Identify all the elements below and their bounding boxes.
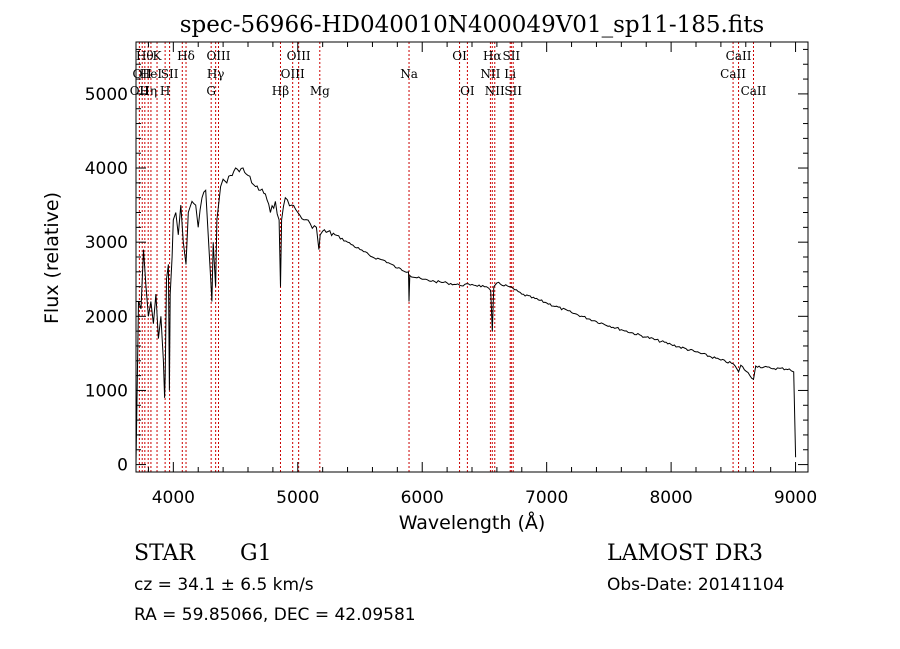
line-label: SII (504, 84, 522, 98)
x-tick-label: 9000 (774, 488, 817, 508)
y-tick-label: 0 (117, 456, 128, 476)
object-subclass: G1 (240, 541, 272, 566)
line-label: NII (485, 84, 505, 98)
line-markers (138, 42, 754, 472)
line-label: OII (130, 84, 150, 98)
spectrum-line (135, 167, 797, 465)
line-label: OIII (287, 49, 311, 63)
y-axis-label: Flux (relative) (41, 192, 63, 324)
x-tick-label: 8000 (649, 488, 692, 508)
x-tick-label: 5000 (276, 488, 319, 508)
x-axis: 4000 5000 6000 7000 8000 9000 (147, 42, 817, 508)
line-label: Na (400, 67, 418, 81)
y-axis: 0 1000 2000 3000 4000 5000 (85, 48, 808, 476)
line-label: OIII (281, 67, 305, 81)
redshift-text: cz = 34.1 ± 6.5 km/s (134, 575, 314, 595)
x-tick-label: 4000 (152, 488, 195, 508)
x-tick-label: 6000 (401, 488, 444, 508)
x-tick-label: 7000 (525, 488, 568, 508)
y-tick-label: 5000 (85, 85, 128, 105)
obs-date: Obs-Date: 20141104 (607, 575, 784, 595)
line-label: Hβ (272, 84, 289, 98)
line-labels: OII OII Hθ Hη HeI K H SII Hδ G Hγ OIII Hβ OIII OIII Mg N… (130, 49, 767, 98)
chart-title: spec-56966-HD040010N400049V01_sp11-185.f… (180, 12, 765, 38)
object-class: STAR (134, 541, 196, 566)
line-label: Hα (483, 49, 502, 63)
line-label: Mg (310, 84, 330, 98)
line-label: OIII (206, 49, 230, 63)
x-axis-label: Wavelength (Å) (399, 511, 546, 534)
line-label: Hθ (136, 49, 154, 63)
line-label: OI (460, 84, 475, 98)
line-label: K (153, 49, 163, 63)
line-label: H (160, 84, 170, 98)
survey-name: LAMOST DR3 (607, 541, 763, 566)
line-label: CaII (741, 84, 767, 98)
line-label: OII (133, 67, 153, 81)
line-label: NII (480, 67, 500, 81)
line-label: CaII (726, 49, 752, 63)
coords-text: RA = 59.85066, DEC = 42.09581 (134, 605, 416, 625)
plot-frame (135, 41, 809, 473)
y-tick-label: 1000 (85, 381, 128, 401)
y-tick-label: 3000 (85, 233, 128, 253)
y-tick-label: 2000 (85, 307, 128, 327)
line-label: SII (502, 49, 520, 63)
line-label: Hγ (207, 67, 225, 81)
line-label: Hη (139, 84, 157, 98)
line-label: Li (504, 67, 516, 81)
line-label: CaII (720, 67, 746, 81)
line-label: SII (161, 67, 179, 81)
line-label: HeI (140, 67, 163, 81)
line-label: Hδ (177, 49, 195, 63)
y-tick-label: 4000 (85, 159, 128, 179)
line-label: OI (452, 49, 467, 63)
line-label: G (206, 84, 216, 98)
